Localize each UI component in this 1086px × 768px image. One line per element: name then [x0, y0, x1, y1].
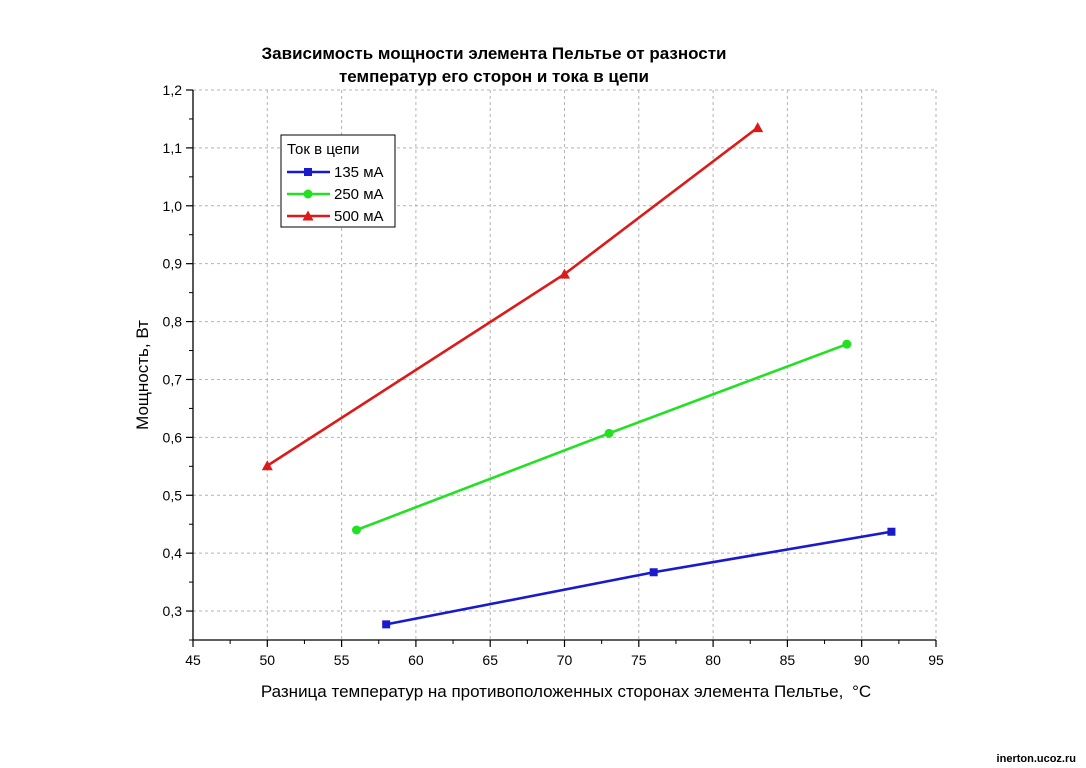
legend-marker: [303, 189, 313, 199]
x-tick-label: 85: [780, 652, 796, 668]
x-tick-label: 70: [557, 652, 573, 668]
y-tick-label: 1,2: [163, 82, 183, 98]
watermark: inerton.ucoz.ru: [997, 753, 1076, 765]
series-2: [351, 339, 852, 535]
data-point: [752, 122, 764, 133]
chart-title-line-2: температур его сторон и тока в цепи: [339, 67, 649, 86]
x-tick-label: 80: [705, 652, 721, 668]
x-axis-title-unit: °C: [852, 682, 871, 701]
legend-box: [280, 134, 396, 228]
y-tick-label: 0,9: [163, 256, 183, 272]
tick-labels: 45 50 55 60 65 70 75 80 85 90 95 0,3 0,4 0,5 0,6 0,7 0,8…: [163, 82, 944, 668]
x-tick-label: 60: [408, 652, 424, 668]
x-axis-title: Разница температур на противоположенных …: [261, 682, 871, 701]
data-point: [382, 620, 391, 629]
series-3: [261, 122, 764, 471]
y-tick-label: 0,5: [163, 487, 183, 503]
x-tick-label: 50: [260, 652, 276, 668]
y-tick-label: 0,3: [163, 603, 183, 619]
y-tick-label: 1,1: [163, 140, 183, 156]
y-tick-label: 0,4: [163, 545, 183, 561]
x-tick-label: 45: [185, 652, 201, 668]
y-tick-label: 0,6: [163, 429, 183, 445]
data-point: [604, 428, 614, 438]
legend: Ток в цепи 135 мА 250 мА 500 мА: [280, 134, 396, 228]
legend-label: 135 мА: [334, 164, 384, 181]
chart-title-line-1: Зависимость мощности элемента Пельтье от…: [262, 44, 727, 63]
legend-label: 250 мА: [334, 186, 384, 203]
data-point: [351, 525, 361, 535]
x-tick-label: 55: [334, 652, 350, 668]
legend-marker: [304, 168, 312, 176]
data-point: [842, 339, 852, 349]
legend-marker: [302, 210, 314, 221]
series-line: [355, 342, 848, 532]
ticks: [186, 89, 937, 647]
x-tick-label: 90: [854, 652, 870, 668]
legend-item: 135 мА: [287, 164, 384, 181]
y-tick-label: 1,0: [163, 198, 183, 214]
x-tick-label: 75: [631, 652, 647, 668]
series-1: [382, 527, 896, 629]
legend-item: 250 мА: [287, 186, 384, 203]
series-layer: [261, 122, 896, 629]
data-point: [261, 460, 273, 471]
legend-items: 135 мА 250 мА 500 мА: [287, 164, 384, 225]
x-axis-title-text: Разница температур на противоположенных …: [261, 682, 844, 701]
legend-title: Ток в цепи: [287, 141, 359, 158]
y-axis-title: Мощность, Вт: [133, 320, 152, 430]
data-point: [887, 527, 896, 536]
y-tick-label: 0,8: [163, 314, 183, 330]
data-point: [649, 568, 658, 577]
legend-item: 500 мА: [287, 208, 384, 225]
x-tick-label: 65: [482, 652, 498, 668]
y-tick-label: 0,7: [163, 371, 183, 387]
legend-label: 500 мА: [334, 208, 384, 225]
x-tick-label: 95: [928, 652, 944, 668]
data-point: [559, 268, 570, 279]
